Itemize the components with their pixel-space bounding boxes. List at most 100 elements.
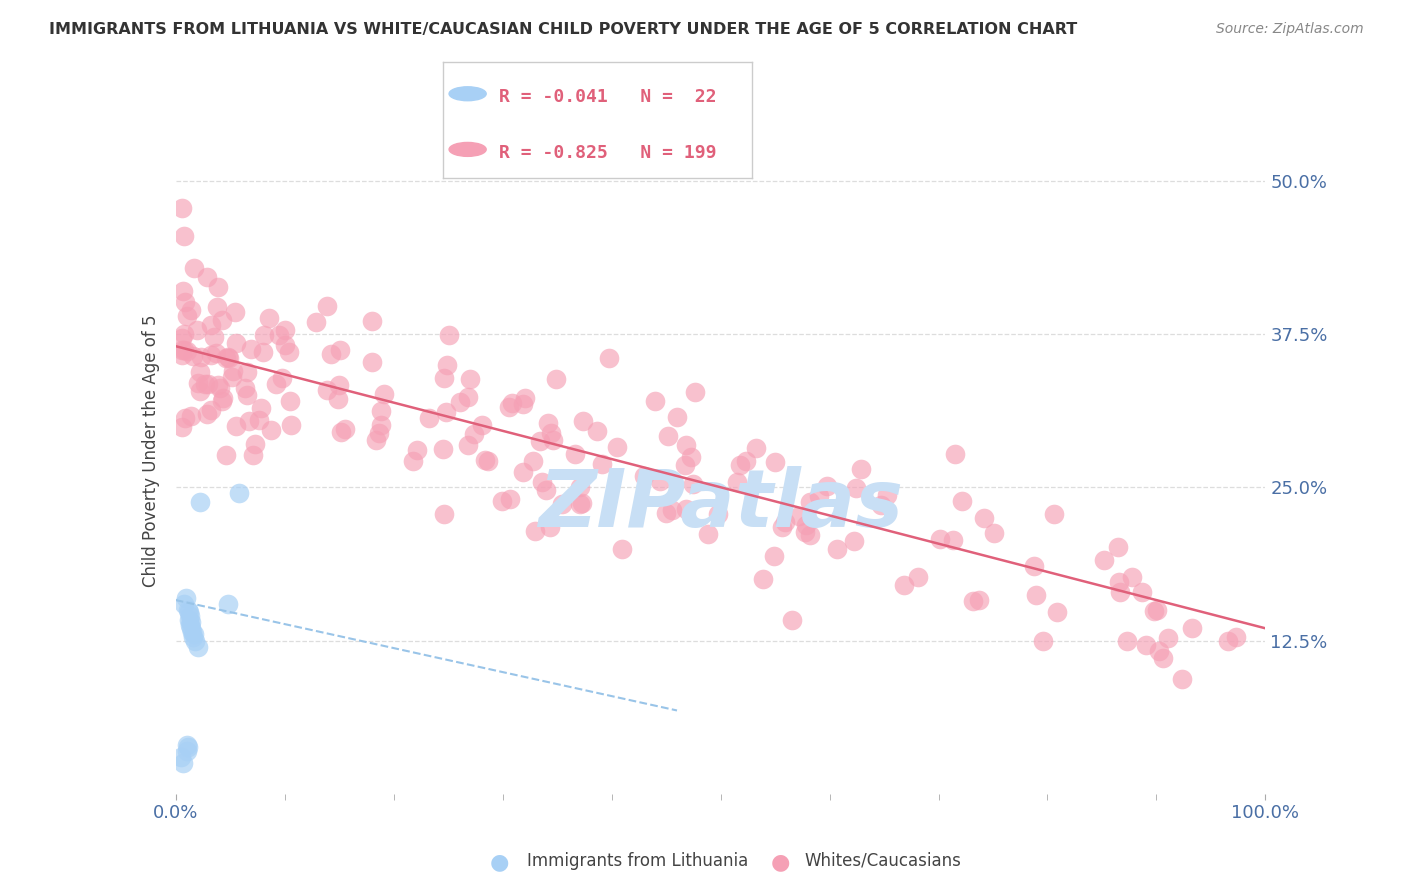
Point xyxy=(907,570,929,584)
Text: ●: ● xyxy=(489,853,509,872)
Point xyxy=(436,358,458,372)
Point xyxy=(184,633,207,648)
Point xyxy=(328,377,350,392)
Point xyxy=(205,346,228,360)
Point xyxy=(176,744,198,758)
Point xyxy=(1225,630,1247,644)
Point xyxy=(962,593,984,607)
Point xyxy=(264,377,287,392)
Point xyxy=(406,442,429,457)
Point xyxy=(197,407,219,421)
Point xyxy=(277,344,299,359)
Point xyxy=(181,349,204,363)
Point xyxy=(1032,633,1054,648)
Point xyxy=(1116,634,1139,648)
Y-axis label: Child Poverty Under the Age of 5: Child Poverty Under the Age of 5 xyxy=(142,314,160,587)
Point xyxy=(869,498,891,512)
Point xyxy=(361,314,384,328)
Point xyxy=(633,469,655,483)
Point xyxy=(211,393,233,408)
Point xyxy=(321,347,343,361)
Point xyxy=(180,621,202,635)
Point xyxy=(212,391,235,405)
Point xyxy=(177,740,200,755)
Point xyxy=(361,355,384,369)
Point xyxy=(1181,620,1204,634)
Point xyxy=(305,315,328,329)
Point xyxy=(538,520,561,534)
Point xyxy=(179,617,201,632)
Point xyxy=(522,454,544,468)
Point xyxy=(876,488,898,502)
Text: R = -0.041   N =  22: R = -0.041 N = 22 xyxy=(499,88,716,106)
Point xyxy=(176,309,198,323)
Point xyxy=(186,640,209,654)
Point xyxy=(217,350,239,364)
Point xyxy=(188,495,211,509)
Point xyxy=(172,756,194,771)
Point xyxy=(181,624,204,639)
Point xyxy=(326,392,349,407)
Point xyxy=(280,417,302,432)
Point xyxy=(211,312,233,326)
Point xyxy=(173,326,195,341)
Point xyxy=(243,436,266,450)
Point xyxy=(457,438,479,452)
Point xyxy=(187,376,209,391)
Point xyxy=(183,627,205,641)
Point xyxy=(973,510,995,524)
Point xyxy=(433,507,456,521)
Point xyxy=(1149,643,1171,657)
Point xyxy=(928,532,950,546)
Point xyxy=(491,494,513,508)
Point xyxy=(259,423,281,437)
Point xyxy=(512,465,534,479)
Point xyxy=(1108,574,1130,589)
Point xyxy=(569,480,592,494)
Point xyxy=(540,426,562,441)
Point xyxy=(513,391,536,405)
Point xyxy=(564,447,586,461)
Point xyxy=(271,370,294,384)
Point xyxy=(541,434,564,448)
Point xyxy=(173,228,195,243)
Point xyxy=(1107,540,1129,554)
Point xyxy=(370,417,392,432)
Point xyxy=(195,269,218,284)
Point xyxy=(236,365,259,379)
Point xyxy=(1130,584,1153,599)
Point xyxy=(225,336,247,351)
Point xyxy=(644,394,666,409)
Point xyxy=(180,303,202,318)
Point xyxy=(752,573,775,587)
Point xyxy=(1022,558,1045,573)
Point xyxy=(190,351,212,365)
Point xyxy=(225,419,247,434)
Point xyxy=(183,261,205,276)
Point xyxy=(1135,638,1157,652)
Point xyxy=(172,420,194,434)
Point xyxy=(179,609,201,624)
Circle shape xyxy=(449,143,486,156)
Point xyxy=(194,377,217,392)
Point xyxy=(433,371,456,385)
Point xyxy=(943,447,966,461)
Point xyxy=(707,507,730,521)
Point xyxy=(224,305,246,319)
Text: ZIPatlas: ZIPatlas xyxy=(538,467,903,544)
Point xyxy=(240,343,263,357)
Point xyxy=(457,390,479,404)
Point xyxy=(1146,603,1168,617)
Point xyxy=(202,330,225,344)
Point xyxy=(172,343,194,358)
Point xyxy=(222,364,245,378)
Point xyxy=(725,475,748,490)
Point xyxy=(529,434,551,448)
Point xyxy=(983,525,1005,540)
Point xyxy=(439,328,461,343)
Point xyxy=(775,515,797,529)
Point xyxy=(655,506,678,520)
Point xyxy=(606,440,628,454)
Point xyxy=(967,592,990,607)
Point xyxy=(696,527,718,541)
